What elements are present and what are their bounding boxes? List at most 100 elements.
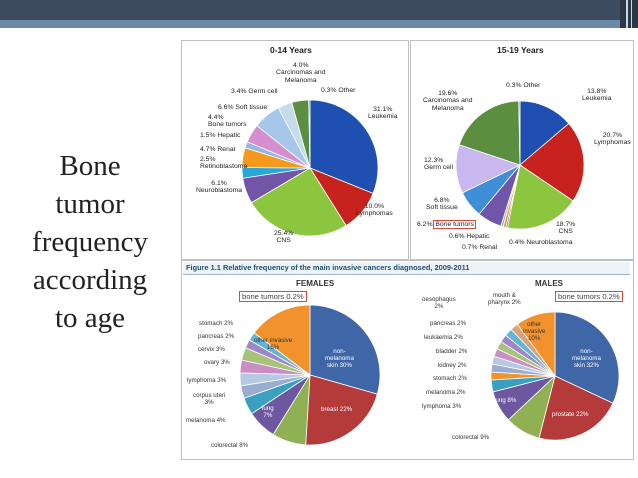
label-neuroblastoma: 6.1% Neuroblastoma: [196, 180, 242, 195]
label-melanoma: melanoma 4%: [186, 417, 226, 424]
pie-slice-non-melanoma-skin: [554, 311, 620, 404]
label-text: 10.0% Lymphomas: [356, 203, 393, 218]
slide-title-line: Bone: [59, 150, 121, 182]
label-hepatic: 1.5% Hepatic: [200, 132, 241, 139]
label-pancreas: pancreas 2%: [430, 320, 467, 327]
slide-corner-line: [626, 0, 628, 28]
slide-title-line: tumor: [55, 188, 125, 220]
slide-top-band: [0, 0, 638, 20]
pie-slice-cns: [506, 164, 574, 230]
label-text: 13.8% Leukemia: [582, 88, 612, 103]
label-melanoma: melanoma 2%: [426, 389, 466, 396]
label-text: mouth & pharynx 2%: [488, 292, 521, 306]
label-text: 2.5% Retinoblastoma: [200, 156, 248, 171]
label-cns: 25.4% CNS: [274, 230, 293, 245]
pie-chart-0-14: [241, 99, 379, 237]
label-carcinomas: 19.6% Carcinomas and Melanoma: [423, 90, 473, 112]
label-cervix: cervix 3%: [198, 346, 225, 353]
pie-slice-leukemia: [519, 100, 570, 166]
label-corpus-uteri: corpus uteri 3%: [193, 392, 225, 406]
label-bladder: bladder 2%: [436, 348, 468, 355]
pie-slice-prostate: [538, 375, 614, 441]
pie-chart-females: [239, 304, 381, 446]
slide-title-line: frequency: [32, 226, 148, 258]
label-colorectal: colorectal 9%: [452, 434, 490, 441]
label-text: 19.6% Carcinomas and Melanoma: [423, 90, 473, 112]
label-cns: 18.7% CNS: [556, 221, 575, 236]
label-other-invasive: other invasive 15%: [254, 337, 292, 351]
label-leukaemia: leukaemia 2%: [424, 334, 463, 341]
pie-slice-lymphomas: [519, 122, 585, 202]
figure-title: Figure 1.1 Relative frequency of the mai…: [186, 263, 470, 272]
slide-title-line: according: [32, 264, 148, 296]
pie-chart-males: [490, 311, 620, 441]
label-renal: 4.7% Renal: [200, 146, 236, 153]
label-lung: lung 8%: [494, 397, 517, 404]
label-text: lung 7%: [262, 405, 274, 419]
label-other: 0.3% Other: [321, 87, 356, 94]
label-oesophagus: oesophagus 2%: [422, 296, 456, 310]
label-renal: 0.7% Renal: [462, 244, 498, 251]
label-lymphomas: 20.7% Lymphomas: [594, 132, 631, 147]
label-hepatic: 0.6% Hepatic: [449, 233, 490, 240]
slide-corner-block: [620, 0, 638, 28]
label-lymphoma: lymphoma 3%: [422, 403, 462, 410]
label-lymphomas: 10.0% Lymphomas: [356, 203, 393, 218]
label-text: other invasive 10%: [523, 321, 546, 342]
label-non-melanoma-skin: non- melanoma skin 30%: [325, 348, 354, 369]
bone-tumors-callout-females: bone tumors 0.2%: [239, 291, 307, 302]
pie-slice-non-melanoma-skin: [309, 304, 381, 395]
label-text: 31.1% Leukemia: [368, 106, 398, 121]
label-text: oesophagus 2%: [422, 296, 456, 310]
pie-slice-other-invasive: [516, 311, 556, 378]
label-soft-tissue: 6.8% Soft tissue: [426, 197, 458, 212]
chart-title: 15-19 Years: [497, 45, 544, 55]
chart-title: 0-14 Years: [270, 45, 312, 55]
label-lymphoma: lymphoma 3%: [187, 377, 227, 384]
females-heading: FEMALES: [296, 279, 335, 288]
label-carcinomas: 4.0% Carcinomas and Melanoma: [276, 62, 326, 84]
label-text: other invasive 15%: [254, 337, 293, 351]
label-ovary: ovary 3%: [204, 359, 230, 366]
label-text: 6.1% Neuroblastoma: [196, 180, 243, 195]
bone-tumors-callout-males: bone tumors 0.2%: [555, 291, 623, 302]
label-other: 0.3% Other: [506, 82, 541, 89]
label-text: 20.7% Lymphomas: [594, 132, 631, 147]
slide-title: Bone tumor frequency according to age: [14, 147, 166, 337]
slide-title-line: to age: [54, 302, 126, 334]
pie-chart-15-19: [455, 100, 585, 230]
label-bone-tumors: 4.4% Bone tumors: [208, 114, 247, 129]
label-lung: lung 7%: [262, 405, 274, 419]
label-leukemia: 13.8% Leukemia: [582, 88, 611, 103]
pie-slice-leukemia: [309, 99, 379, 194]
label-text: 4.0% Carcinomas and Melanoma: [276, 62, 326, 84]
label-retinoblastoma: 2.5% Retinoblastoma: [200, 156, 247, 171]
label-text: non- melanoma skin 32%: [572, 348, 601, 369]
label-text: non- melanoma skin 30%: [325, 348, 354, 369]
label-stomach: stomach 2%: [433, 375, 468, 382]
slide-corner-line-2: [631, 0, 632, 28]
label-prostate: prostate 22%: [552, 411, 589, 418]
label-text: 6.8% Soft tissue: [426, 197, 458, 212]
pie-slice-carcinomas-and-melanoma: [458, 100, 521, 166]
label-pancreas: pancreas 2%: [198, 333, 235, 340]
slide-accent-band: [0, 20, 638, 28]
label-soft-tissue: 6.6% Soft tissue: [218, 104, 268, 111]
label-leukemia: 31.1% Leukemia: [368, 106, 397, 121]
label-text: 25.4% CNS: [274, 230, 294, 245]
label-neuroblastoma: 0.4% Neuroblastoma: [509, 239, 573, 246]
label-bone-tumors: 6.2% Bone tumors: [417, 220, 476, 229]
pie-slice-other-invasive: [253, 304, 311, 376]
pie-slice-other: [308, 99, 311, 169]
label-non-melanoma-skin: non- melanoma skin 32%: [572, 348, 601, 369]
label-kidney: kidney 2%: [438, 362, 467, 369]
label-breast: breast 22%: [321, 406, 353, 413]
label-stomach: stomach 2%: [199, 320, 234, 327]
pie-slice-other: [518, 100, 521, 166]
label-germ-cell: 12.3% Germ cell: [424, 157, 453, 172]
pie-slice-cns: [250, 167, 347, 237]
males-heading: MALES: [535, 279, 563, 288]
pie-slice-breast: [305, 374, 378, 446]
label-text: 12.3% Germ cell: [424, 157, 454, 172]
label-germ-cell: 3.4% Germ cell: [231, 88, 278, 95]
